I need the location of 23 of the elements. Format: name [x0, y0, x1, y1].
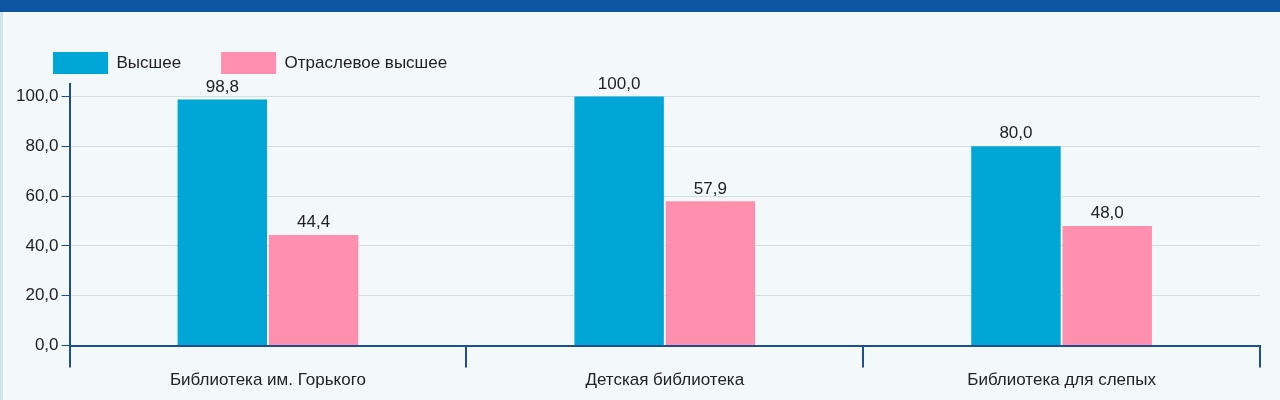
- data-label: 80,0: [999, 123, 1033, 143]
- bar: [665, 201, 756, 346]
- legend-label: Высшее: [116, 52, 182, 72]
- bar: [1062, 226, 1152, 346]
- y-tick-label: 100,0: [15, 86, 59, 106]
- data-label: 48,0: [1090, 203, 1124, 223]
- data-label: 98,8: [205, 76, 239, 96]
- x-tick-label: Библиотека для слепых: [967, 370, 1157, 390]
- legend-label: Отраслевое высшее: [284, 52, 448, 72]
- data-label: 57,9: [693, 178, 727, 198]
- y-tick-label: 60,0: [25, 185, 59, 205]
- y-tick-label: 80,0: [25, 135, 59, 155]
- y-tick-label: 0,0: [34, 335, 59, 355]
- x-tick-label: Библиотека им. Горького: [169, 370, 366, 390]
- data-label: 100,0: [597, 73, 641, 93]
- bar: [268, 234, 359, 346]
- y-tick-label: 20,0: [25, 285, 59, 305]
- data-label: 44,4: [297, 212, 331, 232]
- bar: [971, 146, 1061, 346]
- bar: [574, 96, 664, 346]
- y-tick-label: 40,0: [25, 235, 59, 255]
- bar: [177, 99, 268, 346]
- x-tick-label: Детская библиотека: [585, 370, 745, 390]
